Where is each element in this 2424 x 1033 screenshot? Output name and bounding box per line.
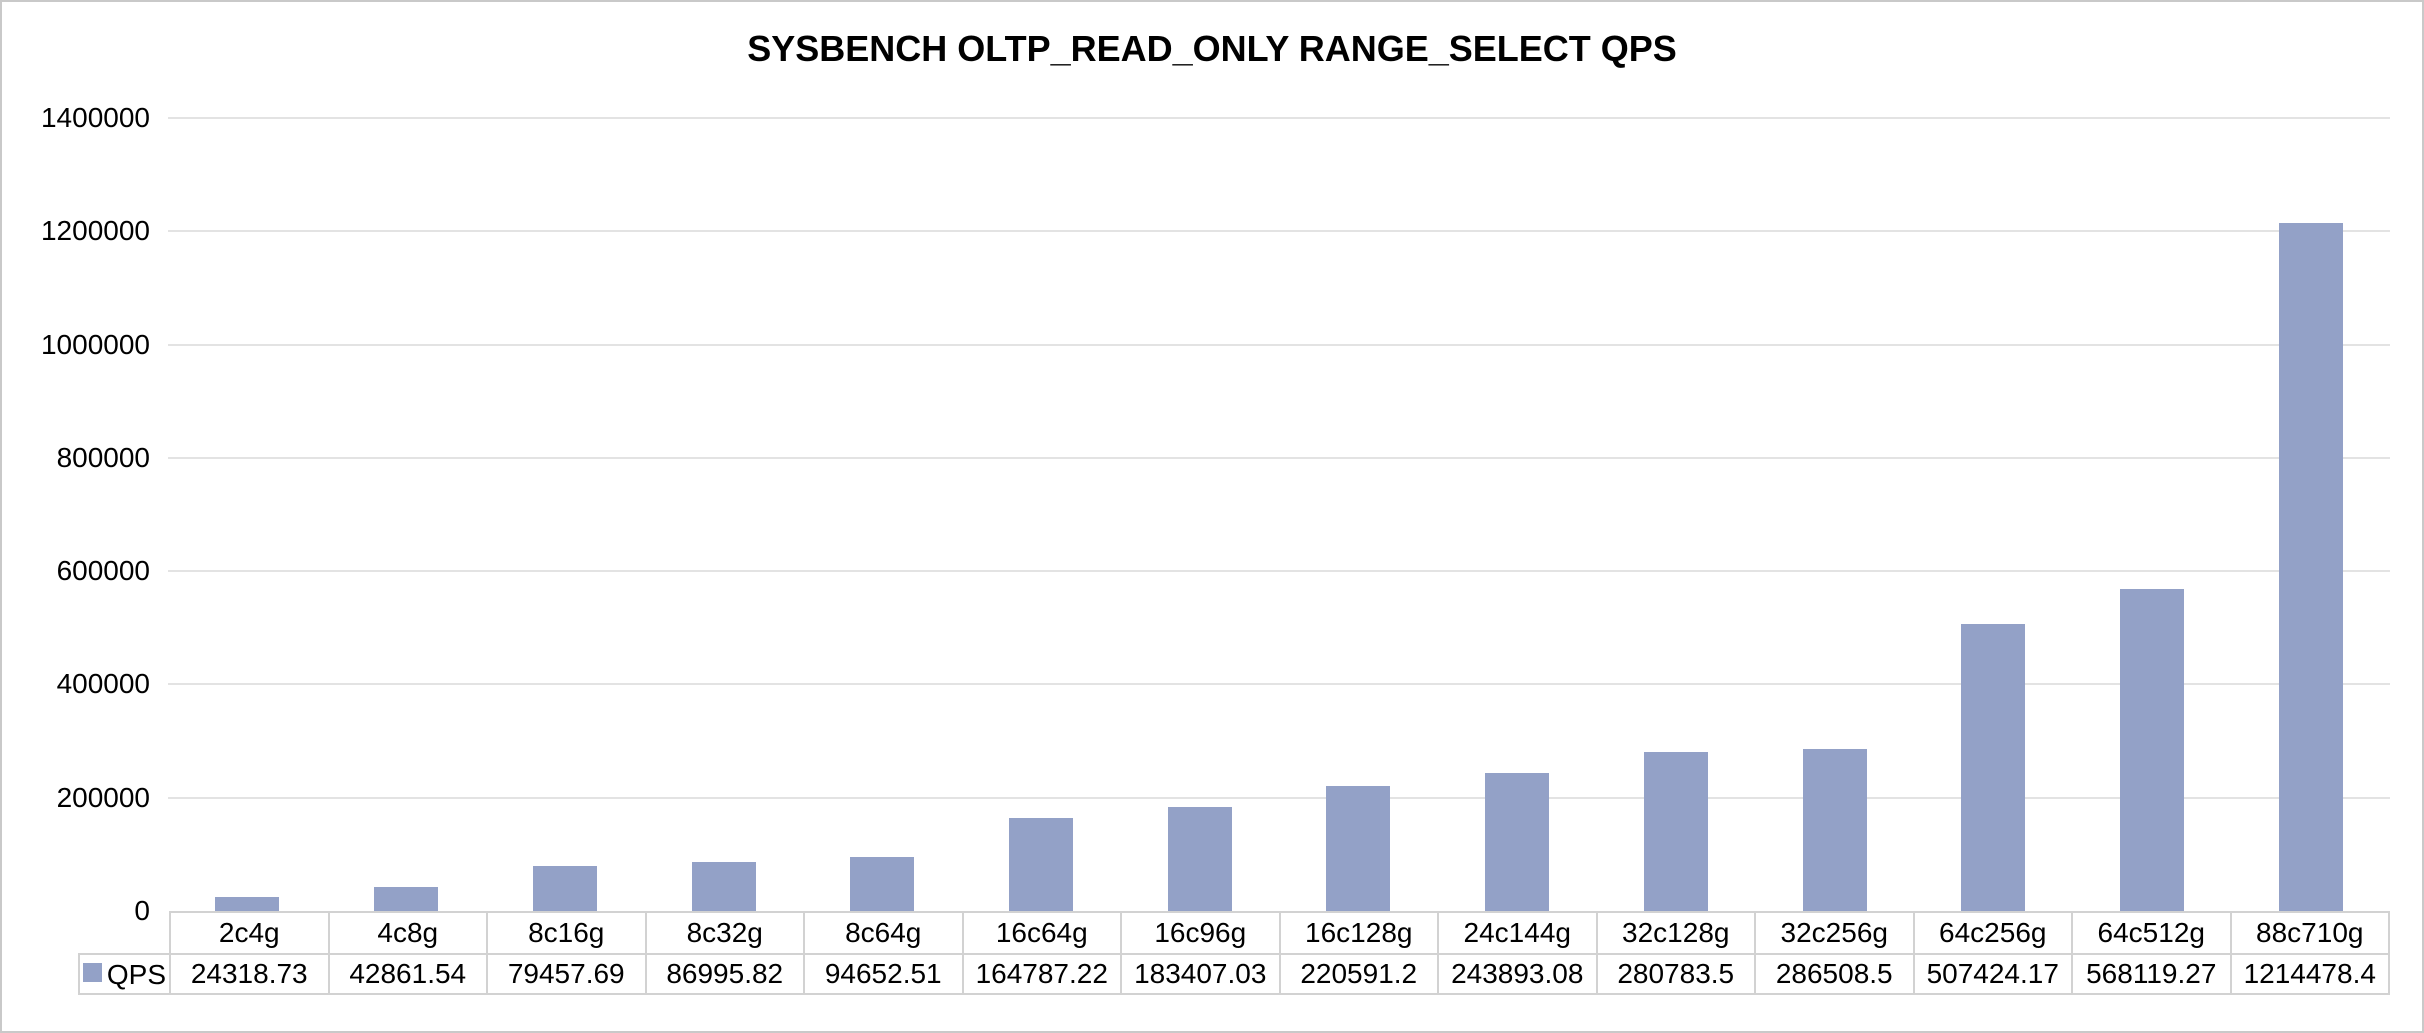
bar-column (803, 118, 962, 911)
gridline (168, 117, 2390, 119)
category-cell: 2c4g (169, 911, 330, 955)
value-cell: 1214478.4 (2229, 953, 2390, 995)
category-cell: 88c710g (2229, 911, 2390, 955)
category-cell: 32c256g (1754, 911, 1915, 955)
bar-column (1596, 118, 1755, 911)
bar-16c128g (1326, 786, 1391, 911)
y-axis-tick-label: 600000 (56, 555, 150, 587)
bar-8c16g (532, 866, 597, 911)
bar-column (644, 118, 803, 911)
value-cell: 568119.27 (2071, 953, 2232, 995)
value-cell: 86995.82 (644, 953, 805, 995)
bar-64c512g (2119, 589, 2184, 911)
bar-column (1755, 118, 1914, 911)
category-cell: 64c512g (2071, 911, 2232, 955)
bar-column (2231, 118, 2390, 911)
bar-column (1438, 118, 1597, 911)
value-cell: 280783.5 (1595, 953, 1756, 995)
y-axis-tick-label: 1000000 (40, 328, 150, 360)
y-axis-tick-label: 1400000 (40, 102, 150, 133)
bar-64c256g (1961, 623, 2026, 911)
y-axis: 0 200000 400000 600000 800000 1000000 1200000 1… (2, 102, 150, 926)
gridline (168, 456, 2390, 459)
bar-4c8g (374, 886, 439, 911)
gridline (168, 343, 2390, 346)
bar-column (1914, 118, 2073, 911)
category-row: 2c4g 4c8g 8c16g 8c32g 8c64g 16c64g 16c96g 16c12… (79, 911, 2390, 955)
value-cell: 507424.17 (1912, 953, 2073, 995)
legend-spacer (79, 912, 170, 954)
y-axis-tick-label: 400000 (56, 668, 150, 700)
gridline (168, 683, 2390, 686)
gridline (168, 796, 2390, 799)
y-axis-tick-label: 1200000 (40, 215, 150, 247)
gridline (168, 230, 2390, 233)
category-cell: 8c64g (803, 911, 964, 955)
bar-8c32g (691, 861, 756, 911)
value-cell: 243893.08 (1437, 953, 1598, 995)
gridline (168, 570, 2390, 573)
category-cell: 4c8g (327, 911, 488, 955)
y-axis-tick-label: 200000 (56, 781, 150, 813)
bar-column (962, 118, 1121, 911)
value-cell: 164787.22 (961, 953, 1122, 995)
value-cell: 94652.51 (803, 953, 964, 995)
series-name: QPS (106, 958, 166, 990)
category-cell: 64c256g (1912, 911, 2073, 955)
bar-column (327, 118, 486, 911)
bar-24c144g (1485, 772, 1550, 911)
category-cell: 8c32g (644, 911, 805, 955)
value-cell: 42861.54 (327, 953, 488, 995)
value-cell: 24318.73 (169, 953, 330, 995)
bar-series (168, 118, 2390, 911)
bar-column (485, 118, 644, 911)
bar-column (168, 118, 327, 911)
data-table: 2c4g 4c8g 8c16g 8c32g 8c64g 16c64g 16c96g 16c12… (78, 911, 2390, 995)
category-cell: 16c96g (1120, 911, 1281, 955)
plot-area (168, 117, 2390, 911)
y-axis-tick-label: 800000 (56, 441, 150, 473)
bar-8c64g (850, 857, 915, 911)
bar-column (1279, 118, 1438, 911)
bar-column (1120, 118, 1279, 911)
category-cell: 16c128g (1278, 911, 1439, 955)
bar-32c256g (1802, 748, 1867, 911)
legend-cell: QPS (78, 953, 171, 995)
value-cell: 286508.5 (1754, 953, 1915, 995)
value-row: QPS 24318.73 42861.54 79457.69 86995.82 9465… (78, 953, 2390, 995)
category-cell: 32c128g (1595, 911, 1756, 955)
value-cell: 183407.03 (1120, 953, 1281, 995)
bar-16c64g (1008, 817, 1073, 911)
bar-88c710g (2278, 223, 2343, 911)
series-color-swatch-icon (82, 963, 102, 983)
bar-column (2073, 118, 2232, 911)
bar-2c4g (215, 897, 280, 911)
bar-32c128g (1643, 752, 1708, 911)
bar-16c96g (1167, 807, 1232, 911)
category-cell: 16c64g (961, 911, 1122, 955)
category-cell: 24c144g (1437, 911, 1598, 955)
value-cell: 220591.2 (1278, 953, 1439, 995)
chart-title: SYSBENCH OLTP_READ_ONLY RANGE_SELECT QPS (747, 28, 1677, 69)
category-cell: 8c16g (486, 911, 647, 955)
value-cell: 79457.69 (486, 953, 647, 995)
y-axis-tick-label: 0 (134, 895, 150, 926)
